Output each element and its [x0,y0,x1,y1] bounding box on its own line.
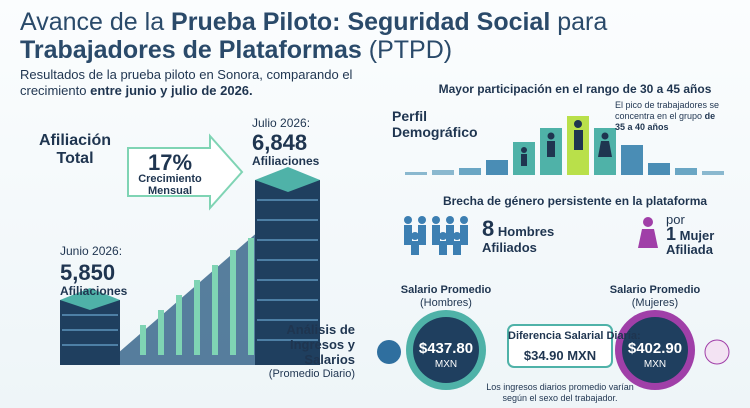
text: Prueba Piloto: Seguridad Social [171,8,551,36]
text: Avance de la [20,8,165,36]
women-count: 1 Mujer [666,224,714,245]
men-avatar [377,340,401,364]
growth-label: Crecimiento Mensual [138,173,202,197]
men-count: 8 Hombres [482,216,554,242]
women-salary-sub: (Mujeres) [631,297,679,309]
affiliation-title: Afiliación Total [38,132,111,167]
text: Resultados de la prueba piloto en Sonora… [20,67,353,98]
income-title: Análisis de Ingresos y Salarios [286,322,355,367]
june-unit: Afiliaciones [60,284,128,298]
men-icons [404,216,468,255]
text: Mujer [679,228,715,243]
by: por [666,212,685,227]
text: de 35 a 40 años [615,111,716,132]
men-salary-label: Salario Promedio [400,284,492,296]
gender-heading: Brecha de género persistente en la plata… [442,194,708,208]
building-july [255,167,320,365]
diff-box [507,324,613,368]
demo-title: Perfil Demográfico [392,108,478,140]
july-unit: Afiliaciones [252,154,320,168]
text: para [557,8,608,36]
june-label: Junio 2026: [60,244,123,258]
diff-value: $34.90 MXN [523,348,597,363]
text: El pico de trabajadores se concentra en … [615,100,720,121]
title-line1: Avance de la Prueba Piloto: Seguridad So… [20,8,607,37]
women-avatar [704,339,730,365]
text: 1 [666,224,677,244]
demo-note: El pico de trabajadores se concentra en … [615,100,725,133]
woman-icon [638,217,658,248]
women-unit: MXN [643,359,667,370]
men-salary-sub: (Hombres) [420,297,472,309]
diff-label: Diferencia Salarial Diaria: [508,330,641,342]
footnote: Los ingresos diarios promedio varían seg… [486,382,634,403]
men-circle [413,317,479,383]
text: Hombres [497,224,555,239]
men-label: Afiliados [482,240,537,255]
july-label: Julio 2026: [252,116,311,130]
men-unit: MXN [434,359,458,370]
text: 8 [482,216,495,241]
growth-value: 17% [147,150,193,175]
ramp [110,230,260,365]
building-june [60,288,120,365]
women-salary-label: Salario Promedio [609,284,701,296]
women-circle [622,317,688,383]
title-line2: Trabajadores de Plataformas (PTPD) [20,36,452,65]
age-bars [405,116,724,175]
women-salary: $402.90 [627,340,683,357]
june-value: 5,850 [60,260,116,285]
men-salary: $437.80 [418,340,474,357]
income-subtitle: (Promedio Diario) [268,368,355,380]
text: Trabajadores de Plataformas [20,36,362,64]
women-label: Afiliada [666,242,713,257]
subtitle: Resultados de la prueba piloto en Sonora… [20,67,370,99]
text: entre junio y julio de 2026. [90,83,253,98]
demo-heading: Mayor participación en el rango de 30 a … [438,82,712,96]
ramp-bars [140,238,254,355]
july-value: 6,848 [252,130,308,155]
text: (PTPD) [368,36,453,64]
growth-arrow [127,133,244,211]
